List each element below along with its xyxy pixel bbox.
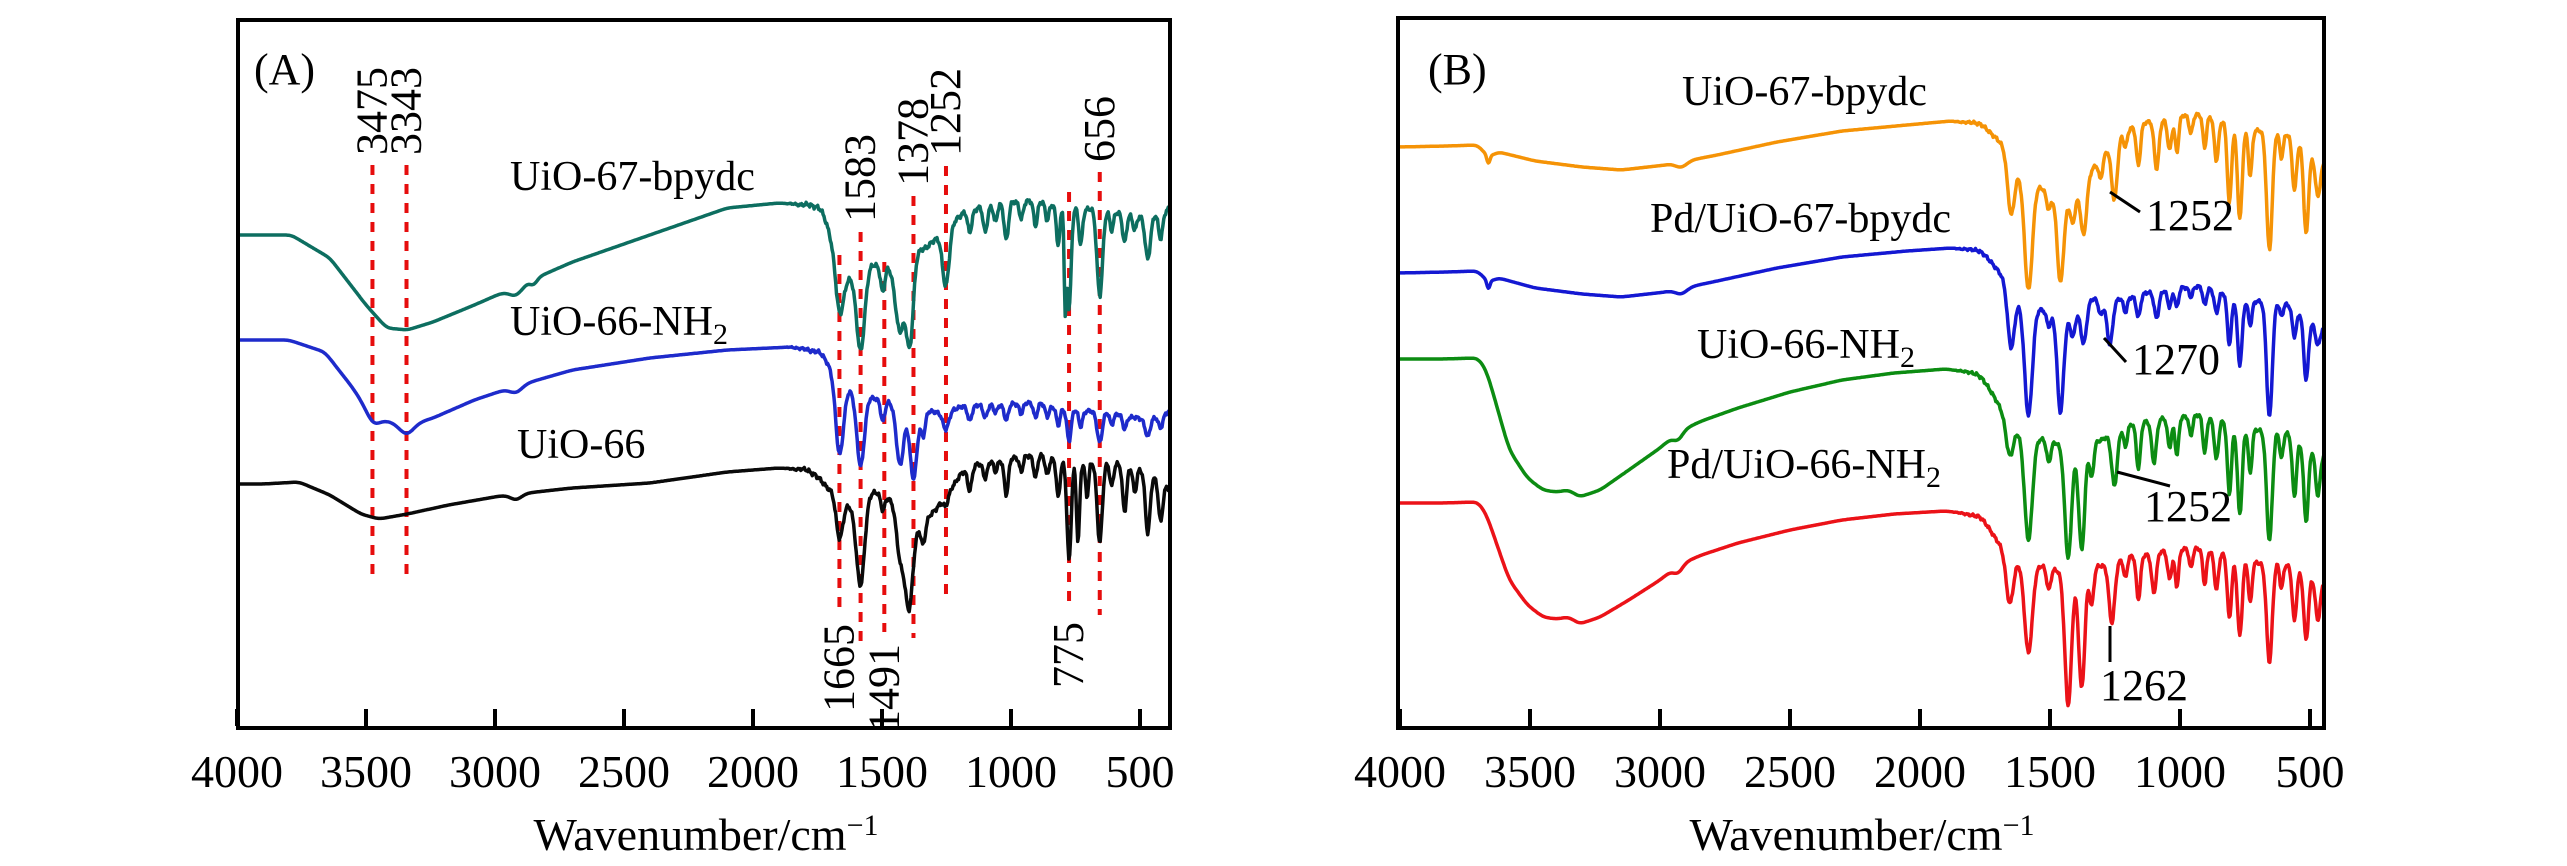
x-tick-label-3000: 3000 (449, 746, 541, 797)
annotation-text-1262: 1262 (2100, 661, 2188, 710)
panel-tag: (B) (1428, 45, 1487, 94)
x-tick-label-2500: 2500 (578, 746, 670, 797)
series-label-UiO-67-bpydc: UiO-67-bpydc (1682, 69, 1927, 115)
panel-tag: (A) (254, 45, 315, 94)
x-tick-label-4000: 4000 (1354, 746, 1446, 797)
x-axis-label: Wavenumber/cm−1 (1690, 809, 2035, 860)
spectrum-curve-Pd-UiO-67-bpydc (1400, 246, 2322, 418)
series-label-main: Pd/UiO-67-bpydc (1650, 196, 1951, 242)
peak-label-656: 656 (1075, 96, 1124, 162)
spectrum-curve-UiO-66-NH2 (240, 338, 1168, 481)
peak-label-1583: 1583 (836, 134, 885, 222)
series-label-UiO-66-NH2: UiO-66-NH2 (1697, 322, 1915, 374)
panel-B: 4000 3500 3000 2500 2000 1500 1000 500 Wavenumbe… (1354, 16, 2345, 860)
x-axis-label: Wavenumber/cm−1 (534, 809, 879, 860)
x-axis-label-superscript: −1 (847, 809, 879, 842)
x-tick-label-2500: 2500 (1744, 746, 1836, 797)
curves-group (1400, 111, 2322, 708)
peak-label-1252: 1252 (921, 68, 970, 156)
series-label-main: UiO-66-NH (1697, 322, 1900, 368)
series-label-main: UiO-66-NH (510, 299, 713, 345)
series-label-UiO-66: UiO-66 (517, 422, 645, 468)
x-tick-label-3500: 3500 (1484, 746, 1576, 797)
x-axis-label-superscript: −1 (2003, 809, 2035, 842)
series-label-main: UiO-67-bpydc (510, 154, 755, 200)
x-tick-label-1500: 1500 (836, 746, 928, 797)
x-tick-label-1500: 1500 (2004, 746, 2096, 797)
peak-label-3475: 3475 (347, 67, 396, 155)
series-label-UiO-67-bpydc: UiO-67-bpydc (510, 154, 755, 200)
x-tick-label-2000: 2000 (707, 746, 799, 797)
x-tick-label-500: 500 (1106, 746, 1175, 797)
peak-label-1665: 1665 (814, 624, 863, 712)
series-label-subscript: 2 (713, 318, 728, 351)
x-tick-label-4000: 4000 (191, 746, 283, 797)
annotation-leader-1252 (2109, 190, 2141, 214)
series-label-main: UiO-66 (517, 422, 645, 468)
x-axis-label-main: Wavenumber/cm (534, 809, 847, 860)
series-label-main: UiO-67-bpydc (1682, 69, 1927, 115)
x-tick-label-3500: 3500 (320, 746, 412, 797)
annotation-text-1252: 1252 (2144, 482, 2232, 531)
series-label-Pd-UiO-66-NH2: Pd/UiO-66-NH2 (1667, 442, 1941, 494)
x-axis-label-main: Wavenumber/cm (1690, 809, 2003, 860)
spectrum-curve-UiO-67-bpydc (240, 198, 1168, 351)
panel-frame (236, 18, 1172, 730)
peak-label-3343: 3343 (382, 67, 431, 155)
series-label-main: Pd/UiO-66-NH (1667, 442, 1926, 488)
series-label-UiO-66-NH2: UiO-66-NH2 (510, 299, 728, 351)
x-tick-label-3000: 3000 (1614, 746, 1706, 797)
x-tick-label-2000: 2000 (1874, 746, 1966, 797)
series-label-Pd-UiO-67-bpydc: Pd/UiO-67-bpydc (1650, 196, 1951, 242)
peak-label-775: 775 (1044, 622, 1093, 688)
spectrum-curve-UiO-66-NH2 (1400, 356, 2322, 560)
x-tick-label-500: 500 (2276, 746, 2345, 797)
curves-group (240, 198, 1168, 614)
annotation-text-1252: 1252 (2146, 191, 2234, 240)
annotation-leader-1270 (2102, 336, 2128, 364)
spectrum-curve-Pd-UiO-66-NH2 (1400, 500, 2322, 708)
peak-label-1378: 1378 (888, 98, 937, 186)
spectrum-curve-UiO-67-bpydc (1400, 111, 2322, 290)
x-tick-label-1000: 1000 (2134, 746, 2226, 797)
series-label-subscript: 2 (1926, 461, 1941, 494)
panel-frame (1396, 16, 2326, 730)
annotation-text-1270: 1270 (2132, 335, 2220, 384)
spectrum-curve-UiO-66 (240, 451, 1168, 614)
series-label-subscript: 2 (1900, 341, 1915, 374)
x-tick-label-1000: 1000 (965, 746, 1057, 797)
annotation-leader-1252 (2116, 470, 2171, 488)
